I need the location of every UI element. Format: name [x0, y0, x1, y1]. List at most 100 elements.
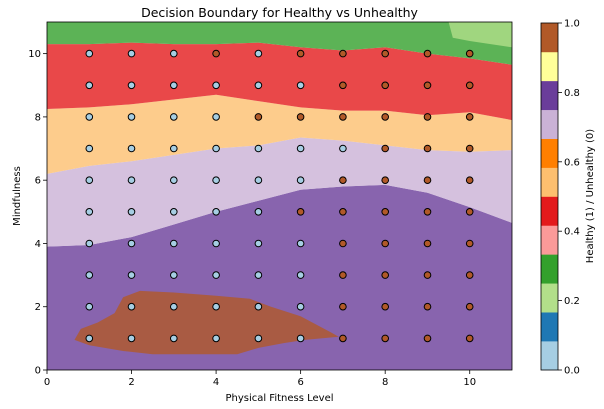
- data-point: [381, 302, 390, 311]
- data-point: [465, 271, 474, 279]
- data-point: [127, 113, 136, 121]
- data-point: [423, 81, 432, 90]
- data-point: [127, 271, 136, 279]
- region-light-orange: [47, 94, 512, 174]
- colorbar-segment: [541, 138, 558, 168]
- data-point: [296, 334, 305, 343]
- data-point: [170, 81, 178, 90]
- data-point: [339, 239, 347, 248]
- data-point: [381, 113, 390, 121]
- plot-frame: [46, 21, 513, 371]
- data-point: [254, 271, 263, 279]
- data-point: [212, 208, 220, 216]
- data-point: [254, 176, 263, 184]
- data-point: [381, 81, 390, 90]
- data-point: [381, 176, 390, 184]
- data-point: [85, 302, 94, 311]
- colorbar-segment: [541, 109, 558, 139]
- data-point: [296, 113, 305, 121]
- x-axis-label: Physical Fitness Level: [225, 393, 333, 404]
- data-point: [465, 81, 474, 90]
- data-point: [465, 302, 474, 311]
- colorbar-label: Healthy (1) / Unhealthy (0): [585, 129, 596, 263]
- data-point: [170, 239, 178, 248]
- data-point: [127, 176, 136, 184]
- data-point: [127, 144, 136, 153]
- colorbar-tick-label: 0.6: [564, 157, 580, 168]
- data-point: [85, 208, 94, 216]
- data-point: [296, 208, 305, 216]
- decision-regions: [47, 22, 512, 370]
- data-point: [465, 49, 474, 58]
- data-point: [296, 176, 305, 184]
- y-tick-label: 4: [35, 239, 41, 250]
- data-point: [339, 302, 347, 311]
- data-point: [212, 176, 220, 184]
- data-point: [296, 302, 305, 311]
- data-point: [465, 334, 474, 343]
- data-point: [296, 239, 305, 248]
- data-point: [212, 239, 220, 248]
- colorbar-segment: [541, 283, 558, 313]
- data-point: [423, 144, 432, 153]
- data-point: [85, 271, 94, 279]
- data-point: [127, 208, 136, 216]
- data-point: [254, 239, 263, 248]
- data-point: [381, 334, 390, 343]
- data-point: [339, 271, 347, 279]
- data-point: [212, 144, 220, 153]
- colorbar-segment: [541, 23, 558, 53]
- data-point: [339, 144, 347, 153]
- data-point: [296, 144, 305, 153]
- data-point: [465, 176, 474, 184]
- data-point: [170, 302, 178, 311]
- colorbar-segment: [541, 167, 558, 197]
- data-point: [85, 81, 94, 90]
- data-point: [423, 49, 432, 58]
- y-axis: 0 2 4 6 8 10: [28, 49, 47, 377]
- region-red: [47, 42, 512, 121]
- data-point: [296, 271, 305, 279]
- data-point: [85, 176, 94, 184]
- y-tick-label: 6: [35, 176, 41, 187]
- data-point: [423, 334, 432, 343]
- data-point: [170, 49, 178, 58]
- data-point: [381, 208, 390, 216]
- colorbar-tick-label: 0.4: [564, 227, 580, 238]
- data-point: [423, 271, 432, 279]
- data-point: [170, 334, 178, 343]
- colorbar-frame: [540, 22, 559, 371]
- data-point: [381, 239, 390, 248]
- x-axis: 0 2 4 6 8 10: [44, 370, 476, 388]
- data-point: [212, 49, 220, 58]
- data-point: [254, 144, 263, 153]
- colorbar-tick-label: 0.0: [564, 366, 580, 377]
- data-point: [465, 144, 474, 153]
- data-point: [254, 208, 263, 216]
- colorbar-segment: [541, 80, 558, 111]
- data-point: [423, 208, 432, 216]
- data-point: [127, 239, 136, 248]
- x-tick-label: 4: [213, 377, 219, 388]
- x-tick-label: 2: [128, 377, 134, 388]
- data-point: [339, 176, 347, 184]
- y-tick-label: 8: [35, 112, 41, 123]
- data-point: [423, 302, 432, 311]
- region-green: [47, 22, 512, 65]
- colorbar-segment: [541, 312, 558, 342]
- colorbar-segment: [541, 254, 558, 284]
- x-tick-label: 0: [44, 377, 50, 388]
- data-point: [85, 113, 94, 121]
- x-tick-label: 8: [382, 377, 388, 388]
- data-point: [339, 81, 347, 90]
- data-point: [212, 271, 220, 279]
- data-point: [339, 334, 347, 343]
- region-light-green: [448, 22, 512, 48]
- chart-title: Decision Boundary for Healthy vs Unhealt…: [141, 5, 418, 20]
- data-point: [127, 302, 136, 311]
- data-point: [212, 302, 220, 311]
- data-point: [170, 208, 178, 216]
- colorbar-segment: [541, 341, 558, 371]
- data-point: [423, 239, 432, 248]
